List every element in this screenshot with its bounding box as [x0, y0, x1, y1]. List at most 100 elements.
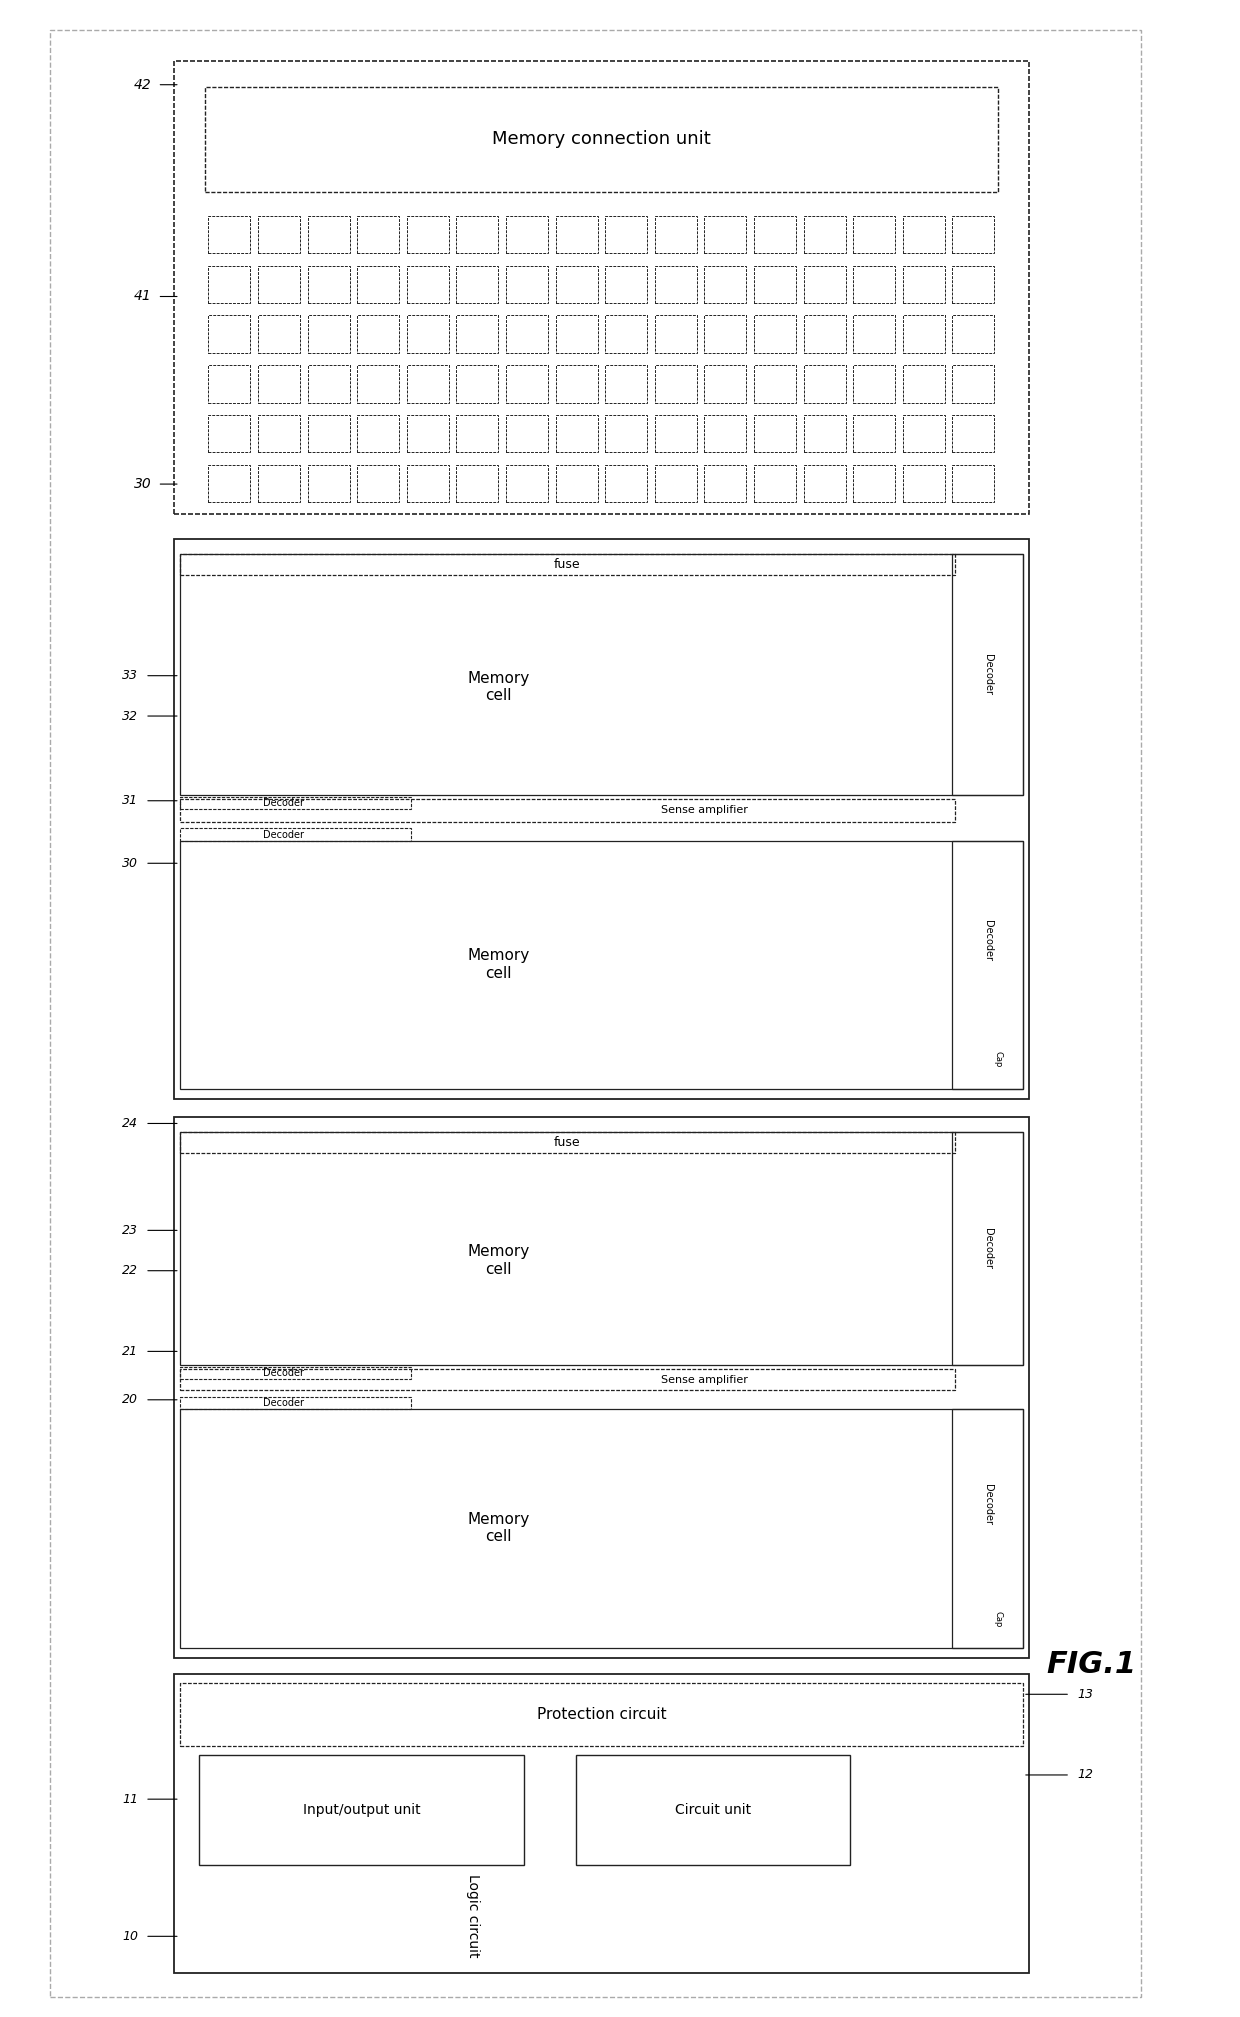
Bar [575, 1755, 849, 1866]
Bar [556, 266, 598, 303]
Bar [804, 464, 846, 502]
Text: Memory connection unit: Memory connection unit [492, 131, 711, 147]
Bar [952, 841, 1023, 1089]
Bar [258, 266, 300, 303]
Text: fuse: fuse [554, 1136, 580, 1150]
Bar [754, 266, 796, 303]
Bar [180, 1682, 1023, 1747]
Text: Sense amplifier: Sense amplifier [661, 1376, 748, 1384]
Text: FIG.1: FIG.1 [1047, 1650, 1136, 1678]
Bar [952, 1408, 1023, 1648]
Bar [456, 464, 498, 502]
Bar [456, 216, 498, 254]
Text: Decoder: Decoder [263, 829, 304, 839]
Text: Decoder: Decoder [982, 1485, 993, 1525]
Bar [180, 797, 410, 809]
Bar [556, 216, 598, 254]
Bar [357, 365, 399, 403]
Bar [180, 555, 955, 575]
Bar [407, 315, 449, 353]
Bar [952, 416, 994, 452]
Text: 41: 41 [134, 290, 151, 303]
Bar [308, 464, 350, 502]
Text: Memory
cell: Memory cell [467, 1513, 529, 1545]
Bar [704, 365, 746, 403]
Text: 31: 31 [123, 795, 138, 807]
Text: Cap: Cap [993, 1612, 1003, 1628]
Bar [952, 555, 1023, 795]
Bar [704, 266, 746, 303]
Text: Decoder: Decoder [263, 799, 304, 809]
Bar [903, 315, 945, 353]
Bar [903, 216, 945, 254]
Bar [952, 1132, 1023, 1366]
Bar [853, 365, 895, 403]
Bar [952, 315, 994, 353]
Bar [655, 266, 697, 303]
Text: Input/output unit: Input/output unit [303, 1803, 420, 1817]
Text: 33: 33 [123, 670, 138, 682]
Bar [556, 464, 598, 502]
Bar [180, 841, 1023, 1089]
Bar [357, 216, 399, 254]
Bar [506, 266, 548, 303]
Bar [655, 315, 697, 353]
Bar [506, 315, 548, 353]
Text: fuse: fuse [554, 559, 580, 571]
Bar [180, 1370, 955, 1390]
Bar [804, 266, 846, 303]
Bar [605, 216, 647, 254]
Bar [952, 365, 994, 403]
Bar [704, 464, 746, 502]
Bar [804, 416, 846, 452]
Bar [180, 1408, 1023, 1648]
Bar [853, 266, 895, 303]
Bar [258, 365, 300, 403]
Bar [205, 87, 998, 192]
Bar [903, 266, 945, 303]
Bar [180, 1132, 955, 1152]
Bar [308, 365, 350, 403]
Bar [308, 216, 350, 254]
Text: Protection circuit: Protection circuit [537, 1706, 666, 1723]
Text: 20: 20 [123, 1394, 138, 1406]
Text: 22: 22 [123, 1265, 138, 1277]
Bar [605, 416, 647, 452]
Bar [754, 464, 796, 502]
Bar [174, 1674, 1029, 1973]
Bar [704, 216, 746, 254]
Bar [704, 315, 746, 353]
Bar [655, 416, 697, 452]
Bar [208, 416, 250, 452]
Bar [50, 30, 1141, 1997]
Text: 30: 30 [123, 857, 138, 869]
Bar [407, 365, 449, 403]
Bar [357, 315, 399, 353]
Bar [804, 315, 846, 353]
Bar [208, 266, 250, 303]
Bar [903, 464, 945, 502]
Bar [556, 315, 598, 353]
Text: 42: 42 [134, 79, 151, 91]
Text: 23: 23 [123, 1224, 138, 1236]
Bar [357, 266, 399, 303]
Bar [605, 315, 647, 353]
Text: Cap: Cap [993, 1051, 1003, 1067]
Bar [357, 416, 399, 452]
Bar [407, 416, 449, 452]
Text: Memory
cell: Memory cell [467, 948, 529, 980]
Text: 24: 24 [123, 1117, 138, 1130]
Text: 30: 30 [134, 478, 151, 490]
Bar [180, 1368, 410, 1378]
Bar [605, 365, 647, 403]
Bar [456, 416, 498, 452]
Bar [754, 216, 796, 254]
Bar [754, 365, 796, 403]
Bar [952, 216, 994, 254]
Bar [456, 266, 498, 303]
Bar [655, 216, 697, 254]
Bar [180, 829, 410, 841]
Bar [952, 266, 994, 303]
Text: 21: 21 [123, 1345, 138, 1357]
Bar [556, 416, 598, 452]
